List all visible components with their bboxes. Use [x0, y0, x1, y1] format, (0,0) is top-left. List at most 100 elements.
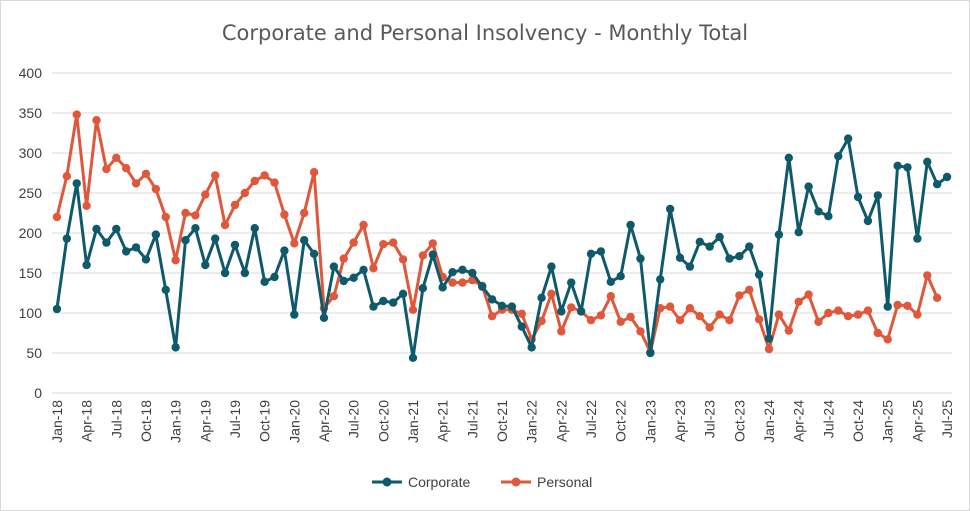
- data-point: [705, 323, 714, 332]
- data-point: [497, 301, 507, 310]
- data-point: [82, 201, 91, 210]
- data-point: [369, 264, 378, 273]
- data-point: [250, 224, 259, 233]
- data-point: [141, 169, 151, 178]
- data-point: [517, 322, 526, 331]
- data-point: [280, 246, 289, 255]
- data-point: [557, 307, 566, 316]
- data-point: [329, 292, 339, 301]
- data-point: [151, 184, 161, 194]
- x-tick-label: Jan-24: [761, 400, 777, 443]
- data-point: [250, 176, 259, 186]
- data-point: [794, 228, 803, 237]
- data-point: [923, 271, 932, 280]
- data-point: [438, 283, 447, 292]
- data-point: [102, 238, 111, 247]
- x-tick-label: Jul-22: [583, 400, 599, 438]
- y-axis-ticks: 0 50 100 150 200 250 300 350 400: [19, 65, 43, 401]
- data-point: [418, 284, 428, 293]
- data-point: [270, 178, 279, 187]
- data-point: [408, 353, 418, 362]
- data-point: [240, 188, 250, 198]
- data-point: [131, 243, 141, 252]
- data-point: [141, 255, 151, 264]
- data-point: [349, 273, 358, 282]
- data-point: [537, 293, 546, 302]
- x-tick-label: Apr-25: [909, 400, 925, 442]
- data-point: [309, 168, 319, 177]
- data-point: [606, 277, 615, 286]
- data-point: [814, 317, 823, 326]
- data-point: [586, 316, 596, 325]
- x-tick-label: Oct-22: [613, 400, 629, 442]
- x-tick-label: Jul-18: [108, 400, 124, 438]
- data-point: [942, 172, 952, 182]
- x-tick-label: Jan-23: [642, 400, 658, 443]
- data-point: [675, 253, 685, 262]
- data-point: [359, 265, 368, 274]
- x-tick-label: Jan-22: [524, 400, 540, 443]
- data-point: [82, 260, 91, 270]
- y-tick-label: 100: [19, 305, 43, 321]
- data-point: [517, 309, 526, 318]
- data-point: [616, 317, 625, 326]
- data-point: [487, 295, 497, 304]
- data-point: [675, 316, 685, 325]
- data-point: [487, 312, 497, 321]
- data-point: [458, 278, 467, 287]
- y-tick-label: 350: [19, 105, 43, 121]
- data-point: [764, 334, 774, 343]
- data-point: [794, 297, 803, 306]
- data-point: [774, 230, 784, 239]
- data-point: [745, 285, 754, 294]
- data-point: [873, 328, 883, 338]
- data-point: [72, 110, 81, 119]
- data-point: [834, 152, 843, 161]
- legend-item-corporate: Corporate: [372, 474, 470, 490]
- data-point: [260, 171, 269, 180]
- series-group: [52, 110, 952, 362]
- data-point: [299, 208, 309, 218]
- x-tick-label: Jul-25: [939, 400, 955, 438]
- data-point: [913, 234, 922, 243]
- data-point: [665, 302, 675, 311]
- data-point: [329, 262, 339, 271]
- x-tick-label: Jul-20: [346, 400, 362, 438]
- data-point: [112, 224, 121, 234]
- data-point: [230, 200, 240, 210]
- data-point: [883, 302, 892, 311]
- data-point: [121, 164, 131, 173]
- data-point: [181, 236, 190, 245]
- data-point: [161, 212, 170, 222]
- data-point: [448, 278, 457, 287]
- data-point: [626, 220, 635, 230]
- data-point: [893, 300, 902, 310]
- data-point: [428, 239, 437, 248]
- data-point: [448, 268, 457, 277]
- data-point: [804, 290, 813, 299]
- data-point: [923, 157, 932, 166]
- x-tick-label: Oct-23: [731, 400, 747, 442]
- data-point: [606, 292, 615, 301]
- x-tick-label: Apr-18: [79, 400, 95, 442]
- data-point: [339, 276, 348, 286]
- data-point: [191, 224, 200, 233]
- data-point: [695, 312, 705, 321]
- legend-label: Corporate: [408, 474, 470, 490]
- data-point: [705, 242, 714, 251]
- data-point: [191, 211, 200, 220]
- data-point: [824, 212, 833, 221]
- data-point: [379, 240, 388, 249]
- data-point: [754, 315, 764, 324]
- data-point: [161, 285, 170, 294]
- data-point: [824, 308, 833, 318]
- data-point: [557, 327, 566, 336]
- data-point: [408, 305, 418, 314]
- data-point: [171, 256, 180, 265]
- data-point: [349, 238, 358, 247]
- data-point: [665, 204, 675, 214]
- data-point: [428, 250, 437, 259]
- x-tick-label: Jan-18: [49, 400, 65, 443]
- data-point: [834, 306, 843, 315]
- data-point: [932, 293, 942, 302]
